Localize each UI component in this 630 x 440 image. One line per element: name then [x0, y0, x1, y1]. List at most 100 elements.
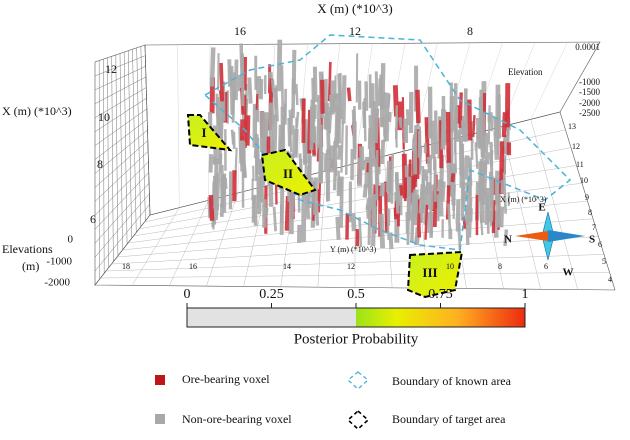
label: 7	[592, 223, 596, 232]
voxel	[291, 78, 296, 119]
voxel	[386, 208, 390, 240]
voxel	[495, 178, 501, 228]
known-area-boundary	[203, 34, 572, 251]
voxel	[240, 53, 245, 107]
voxel	[288, 109, 293, 153]
voxel	[396, 189, 401, 206]
voxel	[295, 83, 299, 106]
voxel	[421, 165, 426, 201]
voxel	[242, 163, 248, 178]
grid-line	[105, 254, 605, 272]
label: X (m) (*10^3)	[2, 104, 72, 118]
grid-line	[111, 236, 599, 265]
voxel	[489, 150, 494, 166]
label: III	[422, 265, 437, 280]
grid-line	[94, 66, 146, 91]
voxel	[208, 194, 215, 221]
label: Boundary of target area	[392, 412, 506, 426]
voxel	[405, 109, 410, 126]
grid-line	[94, 204, 150, 272]
grid-line	[94, 182, 150, 244]
label: 10	[580, 176, 588, 185]
voxel	[274, 85, 278, 109]
label: 16	[234, 24, 246, 38]
voxel	[213, 158, 219, 209]
voxel	[489, 112, 494, 132]
voxel	[487, 105, 491, 145]
voxel	[502, 134, 509, 155]
voxel	[208, 154, 214, 173]
voxel	[467, 99, 473, 141]
voxel	[463, 155, 470, 180]
voxel	[358, 217, 363, 248]
voxel	[327, 61, 332, 102]
label: 12	[349, 24, 361, 38]
voxel	[501, 112, 508, 138]
label: 0	[184, 287, 191, 302]
label: 10	[98, 110, 110, 124]
label: 8	[588, 208, 592, 217]
voxel	[215, 203, 219, 221]
voxel	[445, 111, 451, 163]
label: II	[283, 166, 293, 181]
voxel	[399, 184, 404, 196]
voxel	[272, 206, 277, 232]
label: 0.5	[347, 287, 365, 302]
label: 13	[568, 122, 576, 131]
voxel	[482, 161, 487, 175]
voxel	[447, 203, 452, 231]
label: 10	[446, 262, 454, 271]
voxel	[238, 126, 243, 164]
voxel	[335, 114, 341, 129]
voxel	[259, 111, 265, 153]
voxel	[500, 172, 505, 194]
voxel	[280, 65, 285, 112]
label: 6	[544, 262, 548, 271]
voxel	[387, 94, 391, 109]
voxel	[320, 79, 325, 114]
label: 1	[522, 287, 529, 302]
voxel	[371, 206, 377, 230]
grid-line	[127, 182, 583, 244]
label: -1000	[46, 256, 72, 268]
voxel	[313, 177, 319, 215]
grid-line	[94, 87, 147, 118]
label: Y (m) (*10^3)	[330, 245, 376, 254]
grid-line	[100, 271, 610, 279]
label: 18	[122, 262, 130, 271]
voxel	[450, 173, 456, 183]
voxel	[461, 157, 465, 179]
label: E	[538, 202, 545, 214]
voxel	[312, 66, 318, 103]
label: 6	[90, 212, 96, 226]
voxel	[209, 47, 216, 87]
voxel	[253, 133, 259, 159]
grid-line	[94, 76, 147, 105]
voxel	[337, 73, 343, 120]
voxel	[283, 103, 287, 123]
voxel	[268, 102, 274, 149]
voxel	[454, 129, 461, 142]
label: Posterior Probability	[294, 331, 419, 347]
voxel	[350, 213, 357, 232]
voxel	[383, 181, 389, 234]
voxel	[255, 94, 259, 110]
voxel	[460, 120, 466, 142]
voxel	[415, 199, 422, 238]
voxel	[368, 149, 372, 195]
target-area	[406, 250, 464, 299]
voxel	[493, 131, 500, 160]
voxel	[305, 194, 311, 219]
label: 4	[608, 275, 612, 284]
grid-line	[94, 193, 150, 258]
voxels	[207, 39, 512, 250]
label: 0	[68, 234, 74, 246]
label: X (m) (*10^3)	[500, 195, 547, 204]
voxel	[388, 232, 394, 250]
voxel	[309, 99, 315, 151]
voxel	[336, 144, 342, 160]
voxel	[219, 62, 225, 102]
voxel	[276, 39, 283, 92]
voxel	[418, 197, 425, 214]
